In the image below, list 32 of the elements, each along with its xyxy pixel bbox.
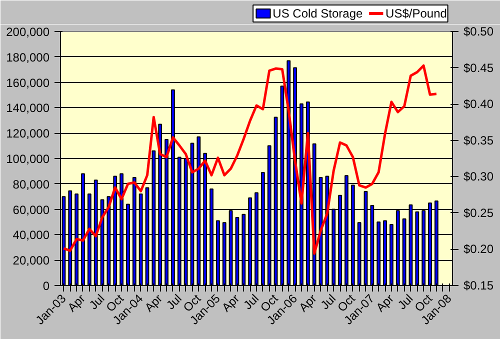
- x-tick-label: Apr: [219, 292, 242, 315]
- y-tick-label: 100,000: [6, 152, 50, 166]
- y-tick-label: 140,000: [6, 101, 50, 116]
- y-tick-label: 160,000: [6, 76, 50, 90]
- x-tick-label: Apr: [373, 292, 396, 315]
- y-tick-label: 60,000: [12, 202, 50, 217]
- y2-tick-label: $0.15: [464, 278, 494, 292]
- y2-tick-label: $0.50: [464, 24, 494, 38]
- x-tick-label: Apr: [142, 292, 166, 315]
- y-tick-label: 200,000: [6, 25, 50, 39]
- y2-tick-label: $0.20: [464, 242, 494, 256]
- y-tick-label: 0: [42, 279, 50, 293]
- y2-tick-label: $0.40: [464, 97, 494, 112]
- x-tick-label: Jul: [164, 292, 184, 312]
- y-tick-label: 80,000: [12, 177, 50, 192]
- y-tick-label: 120,000: [6, 126, 50, 141]
- y-tick-label: 20,000: [12, 254, 50, 268]
- y-tick-label: 180,000: [6, 50, 50, 64]
- x-tick-label: Apr: [296, 292, 320, 315]
- line-series: [62, 64, 438, 255]
- x-tick-label: Jul: [318, 292, 339, 312]
- y2-tick-label: $0.25: [464, 206, 494, 220]
- y-tick-label: 40,000: [12, 228, 50, 242]
- x-tick-label: Apr: [64, 292, 88, 315]
- y2-tick-label: $0.45: [464, 60, 494, 75]
- y2-tick-label: $0.35: [464, 133, 494, 148]
- legend-label: US Cold Storage: [272, 6, 364, 20]
- x-tick-label: Jul: [240, 292, 262, 312]
- x-tick-label: Jul: [86, 292, 108, 312]
- legend-label: US$/Pound: [386, 6, 447, 20]
- x-tick-label: Jul: [394, 292, 416, 312]
- y2-tick-label: $0.30: [464, 170, 494, 184]
